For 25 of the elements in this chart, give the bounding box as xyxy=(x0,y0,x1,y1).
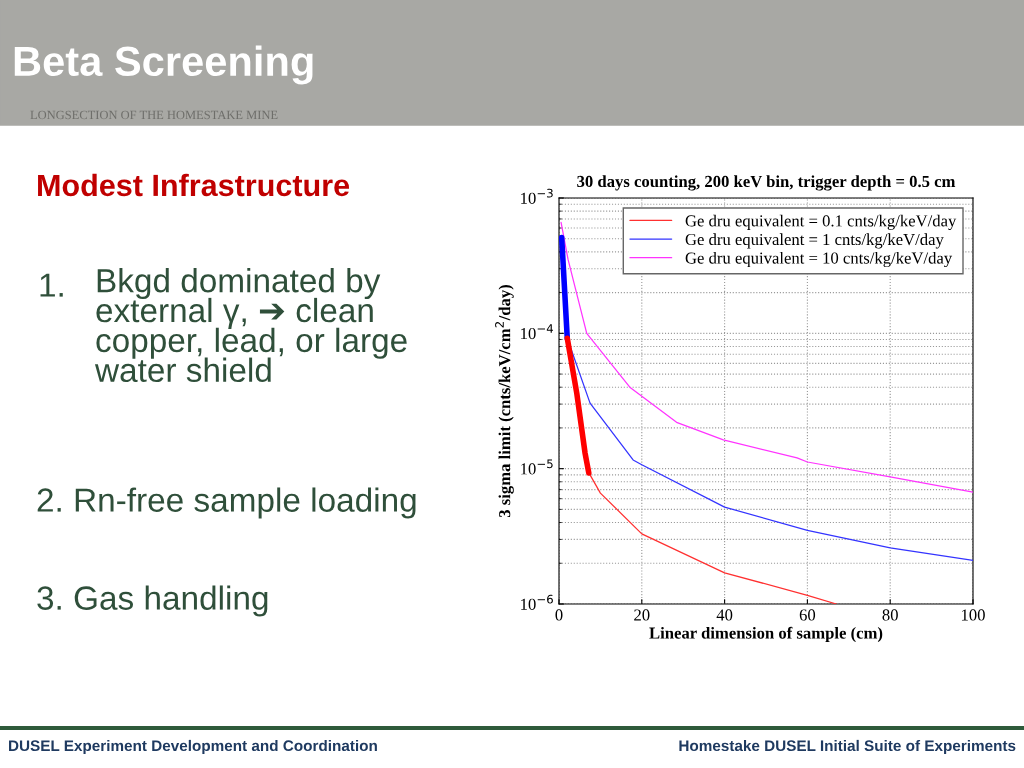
legend-label: Ge dru equivalent = 1 cnts/kg/keV/day xyxy=(685,233,944,249)
y-tick-label: 10$^{−3}$ xyxy=(521,188,553,204)
x-tick-label: 20 xyxy=(634,609,650,621)
text: LONGSECTION OF THE HOMESTAKE MINE xyxy=(30,110,278,120)
x-tick-label: 0 xyxy=(555,609,563,621)
x-axis-title: Linear dimension of sample (cm) xyxy=(649,626,883,643)
x-tick-label: 60 xyxy=(799,609,816,621)
text: Bkgd dominated by external γ, ➔ clean copper, lead, or large water shield xyxy=(94,268,407,383)
text: 1. xyxy=(40,273,63,297)
legend-label: Ge dru equivalent = 0.1 cnts/kg/keV/day xyxy=(685,214,957,230)
text: 3. Gas handling xyxy=(37,585,268,617)
text: Beta Screening xyxy=(14,45,313,85)
y-tick-label: 10$^{−5}$ xyxy=(521,459,553,475)
text: 2. Rn-free sample loading xyxy=(37,487,416,519)
text: Modest Infrastructure xyxy=(38,173,350,197)
y-tick-label: 10$^{−6}$ xyxy=(521,594,553,610)
y-axis-title: 3 sigma limit (cnts/keV/cm$^{2}$/day) xyxy=(495,285,514,518)
x-tick-label: 80 xyxy=(882,609,898,621)
text: DUSEL Experiment Development and Coordination xyxy=(9,739,377,755)
text: Homestake DUSEL Initial Suite of Experiments xyxy=(679,739,1016,755)
y-tick-label: 10$^{−4}$ xyxy=(521,324,554,340)
chart-title: 30 days counting, 200 keV bin, trigger depth = 0.5 cm xyxy=(577,175,956,191)
x-tick-label: 40 xyxy=(716,609,733,621)
x-tick-label: 100 xyxy=(961,609,985,621)
legend-label: Ge dru equivalent = 10 cnts/kg/keV/day xyxy=(685,251,953,268)
